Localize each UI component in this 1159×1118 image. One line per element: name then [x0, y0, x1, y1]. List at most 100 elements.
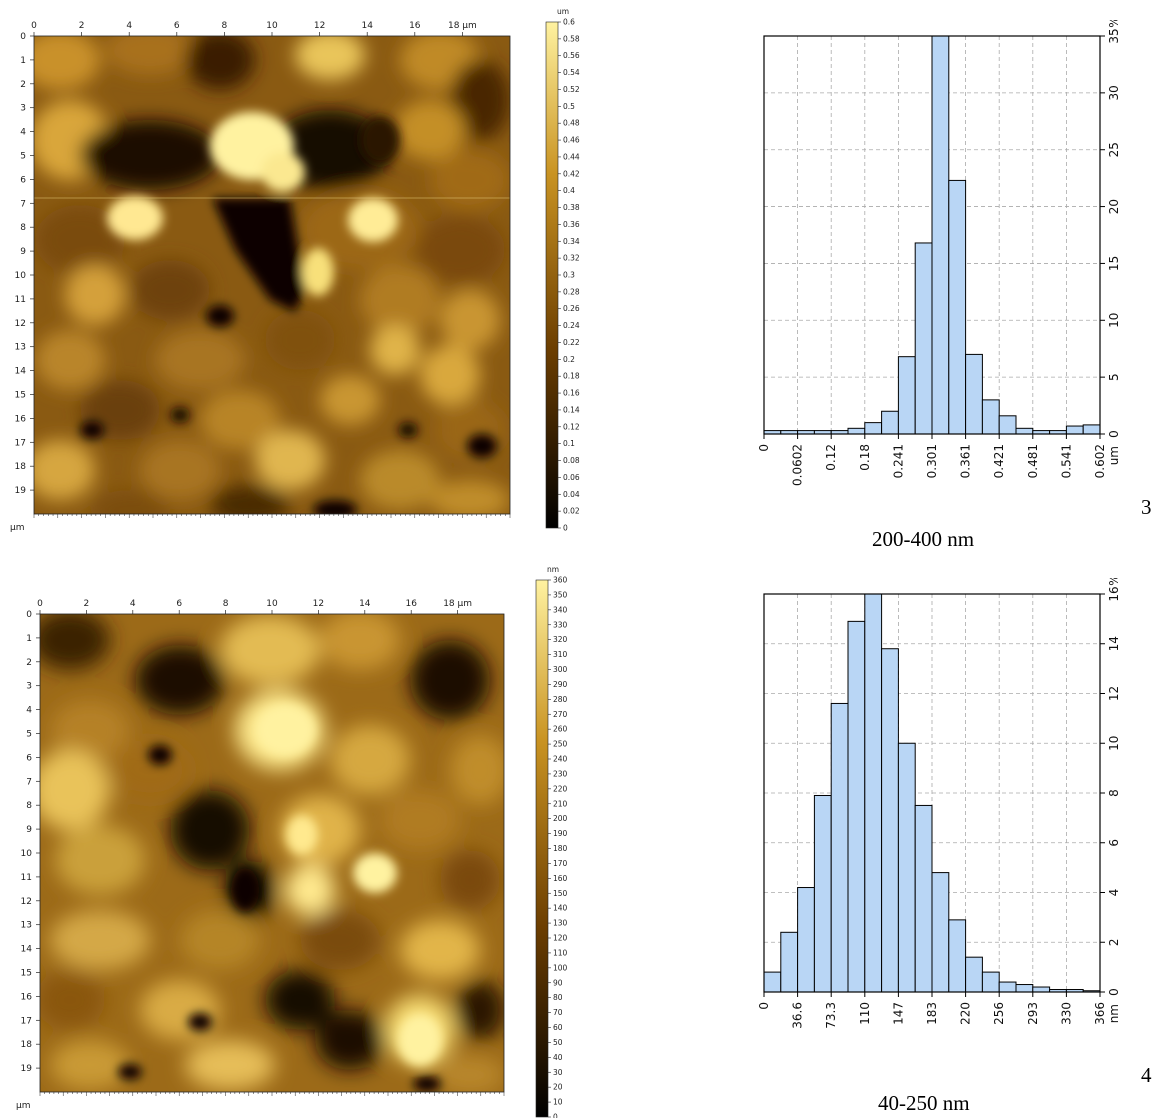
- y-tick-label: 16: [15, 414, 27, 424]
- colorbar-tick-label: 0.16: [563, 389, 580, 398]
- colorbar-tick-label: 120: [553, 934, 568, 943]
- x-tick-label: 6: [174, 21, 180, 31]
- colorbar-tick-label: 220: [553, 784, 568, 793]
- colorbar-tick-label: 0.02: [563, 507, 580, 516]
- colorbar-tick-label: 50: [553, 1038, 563, 1047]
- histogram-bar: [965, 353, 983, 435]
- y-tick-label: 20: [1107, 199, 1121, 214]
- x-tick-label: 18 µm: [448, 21, 477, 31]
- histogram-bar: [813, 794, 832, 993]
- x-tick-label: 110: [858, 1002, 872, 1025]
- panel-number-4: 4: [1141, 1063, 1152, 1087]
- colorbar-tick-label: 180: [553, 844, 568, 853]
- histogram-bar: [1082, 424, 1101, 435]
- colorbar-unit-label: nm: [547, 565, 559, 574]
- y-tick-label: 17: [15, 438, 26, 448]
- x-tick-label: 10: [266, 21, 278, 31]
- colorbar-tick-label: 0.12: [563, 422, 580, 431]
- x-tick-label: 73.3: [824, 1002, 838, 1029]
- x-tick-label: 8: [222, 21, 228, 31]
- colorbar-tick-label: 0.06: [563, 473, 580, 482]
- y-tick-label: 9: [26, 825, 32, 835]
- colorbar-tick-label: 30: [553, 1068, 563, 1077]
- colorbar-tick-label: 0.24: [563, 321, 580, 330]
- histogram-bar: [847, 427, 866, 435]
- colorbar-tick-label: 320: [553, 635, 568, 644]
- colorbar-tick-label: 0.22: [563, 338, 580, 347]
- x-tick-label: 147: [891, 1002, 905, 1025]
- y-tick-label: 15: [15, 391, 26, 401]
- x-tick-label: 0: [37, 599, 43, 609]
- histogram-bar: [847, 620, 866, 993]
- y-tick-label: 2: [26, 658, 32, 668]
- histogram-bar: [1065, 425, 1084, 435]
- y-tick-label: 6: [20, 175, 26, 185]
- x-tick-label: 0.12: [824, 444, 838, 471]
- panel-number-3: 3: [1141, 495, 1152, 519]
- colorbar-tick-label: 0.46: [563, 136, 580, 145]
- colorbar-tick-label: 260: [553, 725, 568, 734]
- x-tick-label: 10: [266, 599, 278, 609]
- histogram-2-caption: 40-250 nm: [878, 1091, 970, 1115]
- colorbar-tick-label: 90: [553, 978, 563, 987]
- colorbar-tick-label: 310: [553, 650, 568, 659]
- y-tick-label: 0: [26, 610, 32, 620]
- y-tick-label: 18: [15, 462, 27, 472]
- y-tick-label: 5: [26, 730, 32, 740]
- histogram-bar: [914, 242, 933, 435]
- histogram-bar: [881, 410, 899, 435]
- y-tick-label: 4: [20, 128, 26, 138]
- y-tick-label: 12: [1107, 686, 1121, 701]
- colorbar-tick-label: 0.38: [563, 203, 580, 212]
- colorbar-tick-label: 170: [553, 859, 568, 868]
- colorbar-tick-label: 0.6: [563, 18, 575, 27]
- colorbar-tick-label: 0.1: [563, 439, 575, 448]
- x-tick-label: 4: [126, 21, 132, 31]
- y-tick-label: 35: [1107, 28, 1121, 43]
- x-tick-label: 12: [314, 21, 325, 31]
- y-axis-unit: %: [1107, 578, 1121, 586]
- x-tick-label: 36.6: [791, 1002, 805, 1029]
- y-tick-label: 13: [15, 343, 26, 353]
- histogram-bar: [914, 804, 933, 993]
- y-tick-label: 11: [15, 295, 26, 305]
- colorbar-tick-label: 160: [553, 874, 568, 883]
- y-tick-label: 2: [1107, 938, 1121, 946]
- colorbar-tick-label: 0.18: [563, 372, 580, 381]
- colorbar-tick-label: 360: [553, 576, 568, 585]
- y-tick-label: 10: [1107, 313, 1121, 328]
- colorbar-tick-label: 0.3: [563, 271, 575, 280]
- y-tick-label: 4: [26, 706, 32, 716]
- colorbar-tick-label: 190: [553, 829, 568, 838]
- histogram-bar: [981, 971, 1000, 993]
- x-tick-label: 183: [925, 1002, 939, 1025]
- histogram-bar: [864, 422, 883, 435]
- histogram-2: 0 36.6 73.3 110 147 183 220 256 293 330 3660246810…: [757, 578, 1121, 1029]
- axis-unit-label: µm: [16, 1101, 31, 1111]
- histogram-bar: [965, 956, 983, 993]
- x-tick-label: 18 µm: [443, 599, 472, 609]
- x-axis-unit: um: [1107, 446, 1121, 465]
- colorbar-tick-label: 340: [553, 605, 568, 614]
- y-tick-label: 14: [1107, 636, 1121, 651]
- histogram-1-caption: 200-400 nm: [872, 527, 975, 551]
- histogram-bar: [981, 399, 1000, 435]
- colorbar-tick-label: 350: [553, 590, 568, 599]
- y-tick-label: 2: [20, 80, 26, 90]
- colorbar-tick-label: 0.36: [563, 220, 580, 229]
- histogram-bar: [780, 931, 799, 993]
- x-tick-label: 0.0602: [791, 444, 805, 486]
- y-tick-label: 12: [15, 319, 26, 329]
- colorbar-tick-label: 0: [553, 1113, 558, 1118]
- histogram-bar: [897, 742, 916, 993]
- y-tick-label: 5: [20, 152, 26, 162]
- x-tick-label: 220: [959, 1002, 973, 1025]
- colorbar-unit-label: um: [557, 7, 569, 16]
- histogram-bar: [948, 919, 967, 993]
- y-tick-label: 14: [15, 367, 27, 377]
- colorbar-tick-label: 300: [553, 665, 568, 674]
- y-tick-label: 8: [26, 801, 32, 811]
- x-tick-label: 366: [1093, 1002, 1107, 1025]
- histogram-bar: [1015, 984, 1034, 993]
- colorbar-tick-label: 150: [553, 889, 568, 898]
